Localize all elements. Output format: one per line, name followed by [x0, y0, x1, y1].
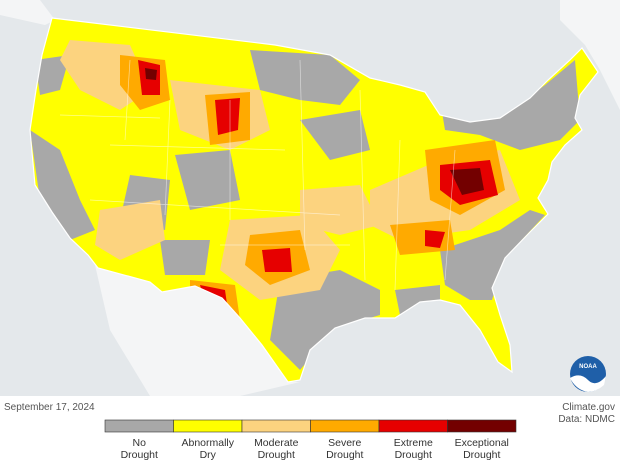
region	[160, 240, 210, 275]
data-credit: Data: NDMC	[558, 414, 615, 425]
date-label: September 17, 2024	[4, 402, 95, 413]
legend-label: Drought	[326, 449, 363, 461]
region	[425, 230, 445, 248]
noaa-logo: NOAA	[570, 356, 606, 392]
legend-swatch	[173, 419, 243, 433]
legend-label: No	[133, 437, 147, 449]
region	[262, 248, 292, 272]
mexico-land	[95, 265, 300, 396]
legend-swatch	[447, 419, 517, 433]
region	[390, 220, 455, 255]
logo-wave	[570, 375, 606, 392]
legend-label: Extreme	[394, 437, 433, 449]
legend-swatch	[241, 419, 311, 433]
legend-swatch	[104, 419, 174, 433]
legend-label: Abnormally	[181, 437, 234, 449]
region	[270, 270, 380, 370]
legend-label: Moderate	[254, 437, 299, 449]
region	[440, 60, 580, 150]
logo-text: NOAA	[579, 364, 597, 370]
region	[250, 50, 360, 105]
region	[145, 68, 157, 80]
region	[300, 185, 380, 235]
legend: NoDroughtAbnormallyDryModerateDroughtSev…	[104, 419, 517, 461]
legend-label: Exceptional	[455, 437, 509, 449]
region	[95, 200, 165, 260]
region	[215, 98, 240, 135]
legend-label: Severe	[328, 437, 361, 449]
region	[175, 150, 240, 210]
region	[30, 130, 95, 240]
legend-label: Drought	[121, 449, 158, 461]
legend-label: Drought	[258, 449, 295, 461]
region	[440, 210, 545, 300]
region	[450, 168, 484, 195]
source-credit: Climate.gov	[562, 402, 615, 413]
legend-label: Drought	[395, 449, 432, 461]
legend-label: Dry	[200, 449, 217, 461]
legend-label: Drought	[463, 449, 500, 461]
legend-swatch	[378, 419, 448, 433]
state-borders	[59, 59, 456, 291]
legend-swatch	[310, 419, 380, 433]
region	[300, 110, 370, 160]
region	[35, 55, 70, 95]
